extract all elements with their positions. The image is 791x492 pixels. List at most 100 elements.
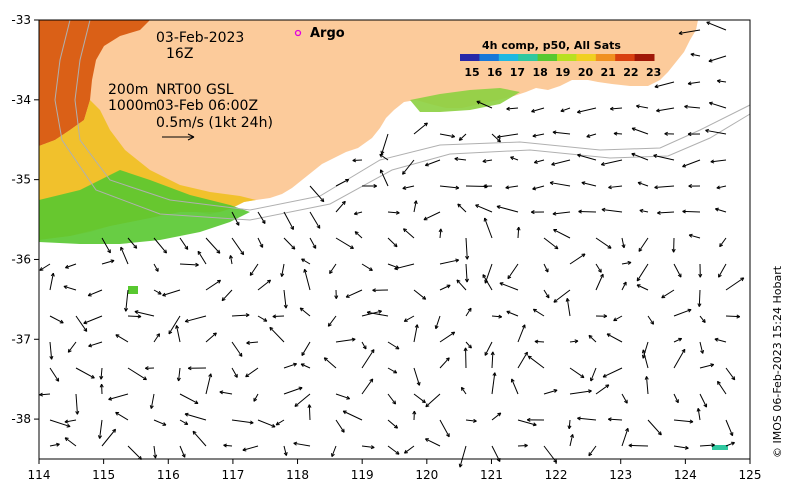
- current-arrow: [413, 324, 419, 343]
- current-arrow: [439, 419, 450, 438]
- current-arrow: [482, 274, 493, 291]
- current-arrow: [526, 417, 545, 422]
- current-arrow: [75, 315, 88, 332]
- current-arrow: [335, 393, 351, 400]
- current-arrow: [639, 208, 649, 213]
- product-time-label: 03-Feb 06:00Z: [156, 98, 258, 114]
- current-arrow: [257, 237, 264, 248]
- current-arrow: [510, 378, 519, 395]
- current-arrow: [127, 314, 142, 319]
- current-arrow: [567, 419, 572, 430]
- current-arrow: [221, 289, 233, 302]
- current-arrow: [283, 445, 288, 456]
- current-arrow: [179, 237, 189, 250]
- current-arrow: [628, 443, 649, 448]
- land-mass: [39, 20, 698, 240]
- current-arrow: [352, 158, 363, 163]
- current-arrow: [641, 349, 649, 369]
- colorbar-tick-label: 22: [623, 66, 638, 79]
- current-arrow: [413, 367, 421, 386]
- current-arrow: [705, 128, 727, 135]
- current-arrow: [179, 419, 189, 425]
- product-label: NRT00 GSL: [156, 82, 234, 98]
- current-arrow: [684, 104, 701, 109]
- current-arrow: [719, 237, 727, 248]
- current-arrow: [687, 81, 701, 86]
- credit-text: © IMOS 06-Feb-2023 15:24 Hobart: [771, 265, 784, 458]
- current-arrow: [424, 159, 441, 167]
- current-arrow: [517, 351, 528, 369]
- colorbar-segment: [460, 54, 480, 61]
- current-arrow: [246, 340, 259, 345]
- current-arrow: [621, 237, 626, 249]
- current-arrow: [517, 419, 537, 427]
- current-arrow: [184, 412, 207, 421]
- current-arrow: [257, 211, 266, 224]
- current-arrow: [654, 81, 675, 89]
- current-arrow: [595, 237, 612, 249]
- current-arrow: [631, 127, 649, 135]
- current-arrow: [725, 441, 735, 447]
- current-arrow: [439, 357, 450, 369]
- current-arrow: [303, 268, 311, 291]
- current-arrow: [334, 289, 339, 299]
- current-arrow: [205, 279, 221, 291]
- current-arrow: [697, 289, 702, 307]
- current-arrow: [517, 443, 528, 448]
- current-arrow: [153, 289, 162, 295]
- current-arrow: [595, 384, 610, 395]
- current-arrow: [309, 237, 317, 249]
- colorbar-segment: [595, 54, 616, 61]
- current-arrow: [490, 351, 495, 369]
- current-arrow: [49, 272, 55, 291]
- current-arrow: [153, 237, 168, 254]
- current-arrow: [299, 307, 311, 317]
- current-arrow: [636, 104, 649, 109]
- colorbar-tick-label: 20: [578, 66, 594, 79]
- bathymetry-contour-1000m: [54, 19, 751, 221]
- current-arrow: [484, 341, 493, 356]
- current-arrow: [439, 331, 456, 343]
- current-arrow: [294, 393, 311, 407]
- colorbar-segment: [615, 54, 636, 61]
- current-arrow: [413, 200, 418, 213]
- current-arrow: [231, 341, 243, 357]
- current-arrow: [688, 233, 701, 239]
- current-arrow: [197, 250, 207, 265]
- current-arrow: [342, 410, 363, 421]
- current-arrow: [168, 315, 181, 335]
- colorbar-tick-label: 15: [464, 66, 479, 79]
- current-arrow: [457, 203, 467, 213]
- current-arrow: [366, 310, 389, 317]
- current-arrow: [335, 237, 354, 250]
- current-arrow: [581, 181, 597, 187]
- y-tick-label: -35: [11, 173, 31, 187]
- current-arrow: [301, 341, 311, 356]
- current-arrow: [413, 393, 426, 404]
- current-arrow: [569, 389, 592, 395]
- current-arrow: [456, 279, 467, 291]
- current-arrow: [621, 393, 628, 404]
- current-arrow: [647, 419, 662, 436]
- current-arrow: [192, 430, 207, 447]
- x-tick-label: 123: [609, 468, 632, 482]
- current-arrow: [387, 419, 399, 429]
- current-arrow: [413, 122, 428, 135]
- current-arrow: [387, 445, 400, 455]
- current-arrow: [716, 79, 727, 84]
- x-tick-label: 120: [415, 468, 438, 482]
- scale-arrow: [162, 133, 195, 141]
- current-arrow: [242, 445, 259, 452]
- current-arrow: [120, 246, 129, 265]
- current-arrow: [335, 178, 350, 187]
- current-arrow: [607, 417, 623, 422]
- current-arrow: [577, 153, 597, 161]
- current-arrow: [423, 211, 441, 221]
- current-arrow: [300, 363, 311, 369]
- current-arrow: [115, 334, 129, 343]
- current-arrow: [257, 419, 276, 428]
- current-arrow: [99, 383, 104, 395]
- current-arrow: [576, 107, 597, 114]
- current-arrow: [636, 284, 649, 291]
- current-arrow: [682, 159, 701, 168]
